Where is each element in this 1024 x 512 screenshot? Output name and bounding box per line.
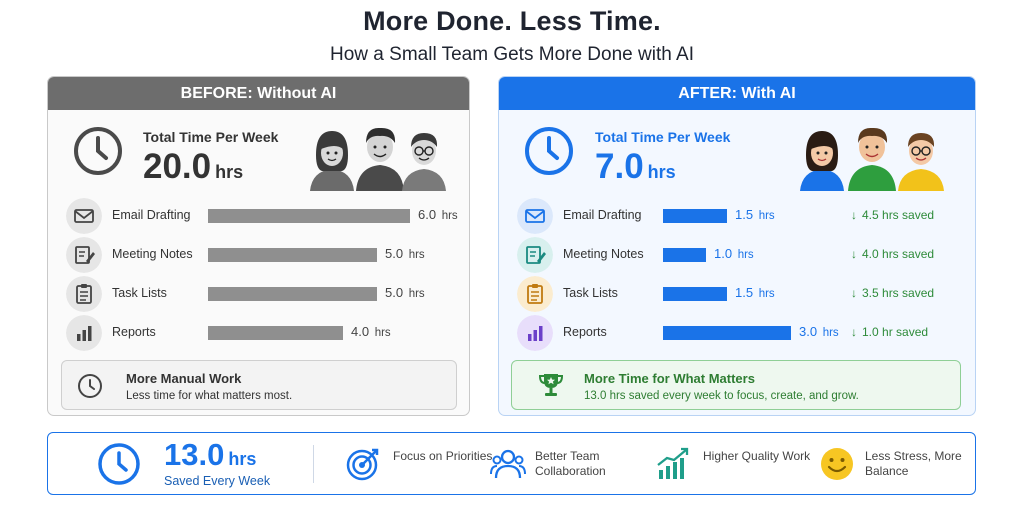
task-label: Email Drafting (563, 208, 642, 222)
envelope-icon (517, 198, 553, 234)
before-note-box: More Manual Work Less time for what matt… (61, 360, 457, 410)
task-bar (663, 209, 727, 223)
benefit-quality: Higher Quality Work (703, 449, 811, 463)
task-row: Reports 3.0 hrs ↓ 1.0 hr saved (499, 315, 975, 351)
growth-chart-icon (657, 447, 689, 479)
task-bar (663, 248, 706, 262)
footer-summary: 13.0 hrs Saved Every Week Focus on Priori… (47, 432, 976, 495)
clock-icon (78, 374, 102, 398)
envelope-icon (66, 198, 102, 234)
after-note-text: 13.0 hrs saved every week to focus, crea… (584, 390, 859, 402)
task-value: 5.0 hrs (385, 246, 425, 261)
smile-icon (821, 448, 853, 480)
task-row: Email Drafting 1.5 hrs ↓ 4.5 hrs saved (499, 198, 975, 234)
before-summary-value: 20.0 hrs (143, 147, 244, 186)
task-bar (208, 209, 410, 223)
bar-chart-icon (517, 315, 553, 351)
task-bar (663, 287, 727, 301)
benefit-focus: Focus on Priorities (393, 449, 493, 463)
notes-icon (66, 237, 102, 273)
task-row: Task Lists 1.5 hrs ↓ 3.5 hrs saved (499, 276, 975, 312)
task-row: Reports 4.0 hrs (48, 315, 469, 351)
task-label: Meeting Notes (563, 247, 644, 261)
clipboard-icon (66, 276, 102, 312)
divider (313, 445, 314, 483)
footer-hours-value: 13.0 hrs (164, 437, 257, 472)
task-bar (208, 326, 343, 340)
task-value: 1.5 hrs (735, 207, 775, 222)
task-label: Task Lists (112, 286, 167, 300)
after-panel-header: AFTER: With AI (499, 77, 975, 110)
task-value: 6.0 hrs (418, 207, 458, 222)
arrow-down-icon: ↓ (851, 208, 857, 222)
saved-label: ↓ 3.5 hrs saved (851, 286, 935, 300)
task-value: 5.0 hrs (385, 285, 425, 300)
task-bar (663, 326, 791, 340)
notes-icon (517, 237, 553, 273)
task-label: Email Drafting (112, 208, 191, 222)
team-icon (490, 449, 526, 479)
before-panel-header: BEFORE: Without AI (48, 77, 469, 110)
task-value: 1.0 hrs (714, 246, 754, 261)
clock-icon (525, 127, 573, 175)
saved-label: ↓ 1.0 hr saved (851, 325, 929, 339)
after-summary-label: Total Time Per Week (595, 129, 731, 145)
footer-hours-label: Saved Every Week (164, 474, 271, 488)
task-row: Meeting Notes 5.0 hrs (48, 237, 469, 273)
arrow-down-icon: ↓ (851, 247, 857, 261)
task-row: Meeting Notes 1.0 hrs ↓ 4.0 hrs saved (499, 237, 975, 273)
before-note-title: More Manual Work (126, 371, 242, 386)
saved-label: ↓ 4.0 hrs saved (851, 247, 935, 261)
clipboard-icon (517, 276, 553, 312)
task-label: Reports (112, 325, 156, 339)
task-row: Email Drafting 6.0 hrs (48, 198, 469, 234)
before-note-text: Less time for what matters most. (126, 390, 293, 402)
bar-chart-icon (66, 315, 102, 351)
benefit-collaboration: Better Team Collaboration (535, 449, 606, 478)
task-label: Meeting Notes (112, 247, 193, 261)
clock-icon (98, 443, 140, 485)
before-panel: BEFORE: Without AI Total Time Per Week 2… (47, 76, 470, 416)
trophy-icon (538, 374, 564, 396)
task-row: Task Lists 5.0 hrs (48, 276, 469, 312)
task-value: 3.0 hrs (799, 324, 839, 339)
after-panel: AFTER: With AI Total Time Per Week 7.0 hr… (498, 76, 976, 416)
benefit-balance: Less Stress, More Balance (865, 449, 962, 478)
after-summary-value: 7.0 hrs (595, 147, 676, 186)
saved-label: ↓ 4.5 hrs saved (851, 208, 935, 222)
page-subtitle: How a Small Team Gets More Done with AI (330, 44, 694, 65)
task-value: 1.5 hrs (735, 285, 775, 300)
team-illustration-color (800, 127, 944, 191)
task-value: 4.0 hrs (351, 324, 391, 339)
target-icon (346, 448, 379, 481)
after-note-title: More Time for What Matters (584, 371, 755, 386)
clock-icon (74, 127, 122, 175)
arrow-down-icon: ↓ (851, 286, 857, 300)
task-bar (208, 248, 377, 262)
task-bar (208, 287, 377, 301)
team-illustration-gray (310, 127, 446, 191)
before-summary-label: Total Time Per Week (143, 129, 279, 145)
task-label: Task Lists (563, 286, 618, 300)
arrow-down-icon: ↓ (851, 325, 857, 339)
task-label: Reports (563, 325, 607, 339)
after-note-box: More Time for What Matters 13.0 hrs save… (511, 360, 961, 410)
page-title: More Done. Less Time. (363, 6, 661, 36)
